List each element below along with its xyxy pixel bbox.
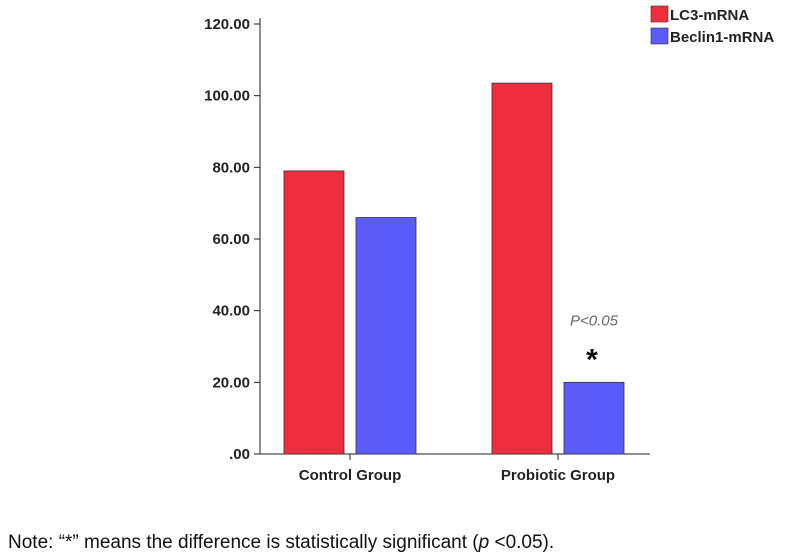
note-p-symbol: p [478,532,490,553]
significance-star: * [586,343,598,376]
y-tick-label: 60.00 [212,231,250,248]
significance-annotation: P<0.05 * [570,312,619,376]
y-tick-label: 20.00 [212,374,250,391]
y-axis-ticks: .00 20.00 40.00 60.00 80.00 100.00 120.00 [204,16,260,463]
legend-label: Beclin1-mRNA [670,29,774,46]
bars-group [283,82,625,455]
bar-lc3-probiotic [491,82,553,455]
legend-swatch [650,27,669,45]
y-tick-label: 40.00 [212,303,250,320]
note-suffix: <0.05). [489,532,555,553]
bar-beclin1-probiotic [563,381,625,455]
figure-note: Note: “*” means the difference is statis… [8,532,554,554]
legend: LC3-mRNA Beclin1-mRNA [650,5,774,46]
bar-lc3-control [283,170,345,455]
legend-label: LC3-mRNA [670,7,749,24]
y-tick-label: .00 [229,446,250,463]
y-tick-label: 100.00 [204,88,250,105]
bar-chart: .00 20.00 40.00 60.00 80.00 100.00 120.00 Cont… [204,5,774,484]
x-category-label: Probiotic Group [501,467,615,484]
y-tick-label: 120.00 [204,16,250,33]
x-axis-labels: Control Group Probiotic Group [299,454,615,484]
x-category-label: Control Group [299,467,401,484]
p-value-label: P<0.05 [570,312,619,329]
bar-beclin1-control [355,217,417,455]
note-prefix: Note: “*” means the difference is statis… [8,532,479,553]
legend-swatch [650,5,669,23]
y-tick-label: 80.00 [212,159,250,176]
